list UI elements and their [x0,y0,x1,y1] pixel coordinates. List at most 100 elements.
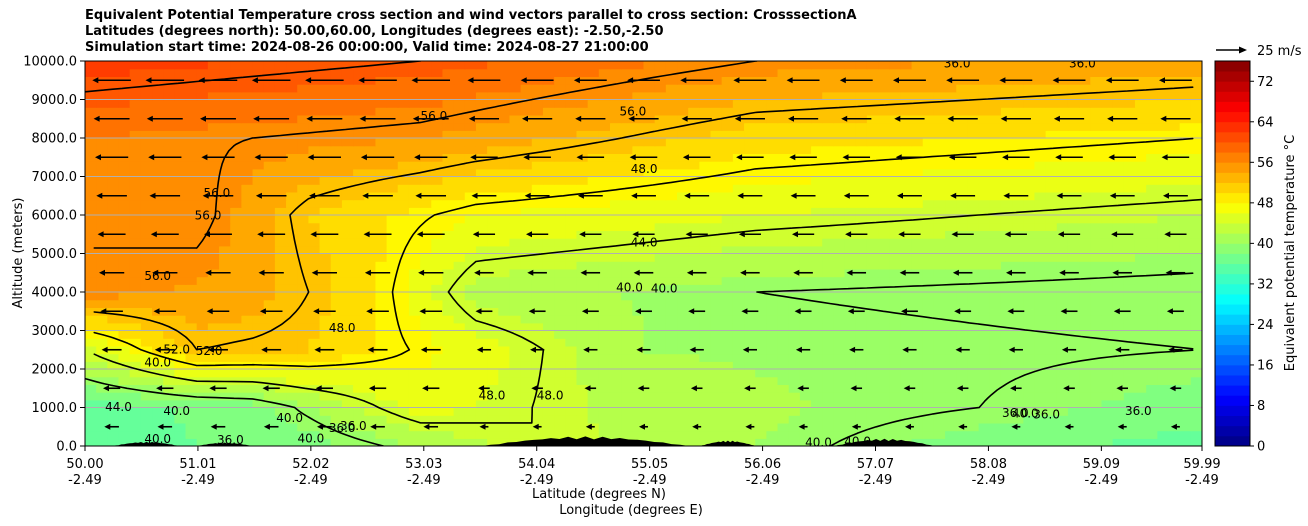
field-cell [576,145,589,154]
field-cell [598,430,611,439]
field-cell [1000,253,1013,262]
field-cell [598,230,611,239]
field-cell [866,230,879,239]
field-cell [699,438,712,446]
field-cell [408,199,421,208]
field-cell [520,199,533,208]
field-cell [475,168,488,178]
field-cell [163,161,175,170]
field-cell [598,168,611,178]
field-cell [1134,176,1147,185]
field-cell [408,399,421,409]
field-cell [1157,245,1170,255]
field-cell [598,276,611,285]
field-cell [397,130,410,139]
field-cell [933,353,946,362]
field-cell [241,315,254,324]
field-cell [855,422,868,432]
field-cell [330,107,343,116]
field-cell [397,315,410,324]
field-cell [933,392,946,401]
field-cell [1146,230,1158,239]
field-cell [408,207,421,216]
field-cell [464,130,477,139]
field-cell [364,245,377,255]
field-cell [576,122,589,131]
field-cell [353,107,365,116]
field-cell [1146,207,1158,216]
field-cell [866,76,879,85]
field-cell [230,161,242,170]
field-cell [855,84,868,93]
field-cell [341,191,354,201]
field-cell [1179,392,1192,401]
field-cell [1056,199,1069,208]
field-cell [677,245,689,255]
field-cell [330,68,343,77]
field-cell [878,345,890,355]
field-cell [531,84,544,93]
field-cell [665,415,678,424]
field-cell [1056,176,1069,185]
field-cell [431,415,444,424]
field-cell [96,168,108,178]
field-cell [341,91,354,101]
field-cell [1168,430,1181,439]
field-cell [219,399,231,409]
field-cell [431,130,444,139]
field-cell [207,392,220,401]
field-cell [498,299,511,308]
field-cell [632,199,645,208]
field-cell [1112,91,1125,101]
field-cell [978,138,991,147]
field-cell [777,68,790,77]
field-cell [1123,407,1136,416]
field-cell [1067,253,1080,262]
field-cell [788,215,801,224]
field-cell [554,215,566,224]
field-cell [1123,284,1136,293]
field-cell [341,68,354,77]
field-cell [565,76,578,85]
field-cell [766,184,779,193]
field-cell [565,353,578,362]
field-cell [1079,307,1091,316]
field-cell [487,207,499,216]
field-cell [353,222,365,231]
field-cell [989,176,1002,185]
field-cell [710,399,723,409]
field-cell [420,245,432,255]
field-cell [799,84,812,93]
field-cell [922,292,935,301]
field-cell [1134,338,1147,347]
field-cell [364,168,377,178]
field-cell [118,422,131,432]
field-cell [531,276,544,285]
field-cell [956,99,969,108]
field-cell [710,330,723,339]
field-cell [1067,376,1080,385]
field-cell [353,191,365,201]
field-cell [822,415,834,424]
field-cell [297,430,309,439]
field-cell [1190,415,1202,424]
field-cell [386,184,399,193]
field-cell [163,292,175,301]
field-cell [453,345,466,355]
field-cell [1045,245,1058,255]
field-cell [878,299,890,308]
field-cell [341,407,354,416]
field-cell [1168,261,1181,270]
field-cell [85,322,97,332]
field-cell [498,191,511,201]
field-cell [1056,107,1069,116]
field-cell [833,407,846,416]
field-cell [1134,415,1147,424]
field-cell [174,353,187,362]
field-cell [1079,153,1091,162]
field-cell [598,122,611,131]
field-cell [866,184,879,193]
field-cell [811,138,823,147]
field-cell [531,338,544,347]
field-cell [129,168,142,178]
